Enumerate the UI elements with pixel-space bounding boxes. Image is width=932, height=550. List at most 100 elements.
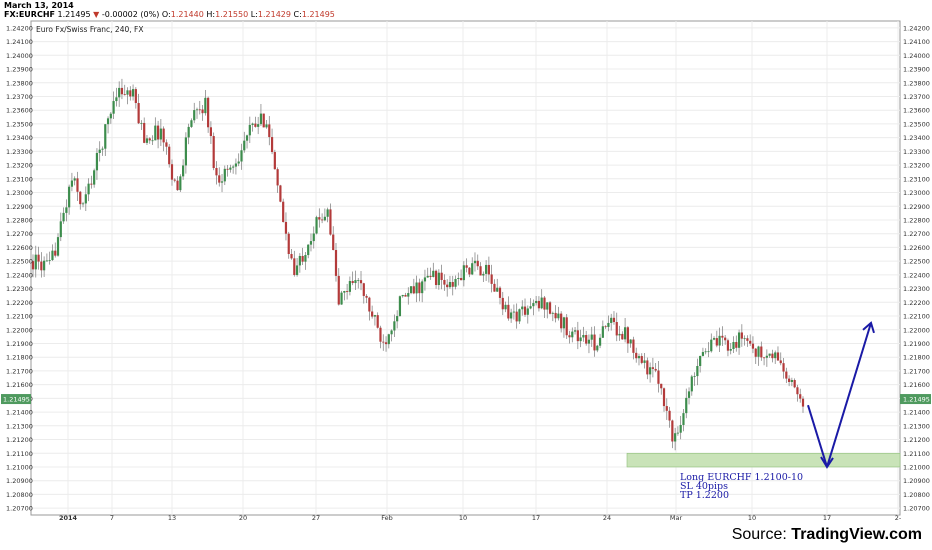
candle-body [762, 357, 766, 359]
candle-body [320, 219, 324, 221]
candle-body [557, 313, 560, 319]
price-tag-right [900, 394, 931, 405]
y-tick-label-right: 1.24200 [903, 24, 930, 32]
candle-body [34, 254, 37, 270]
candle-body [515, 311, 518, 322]
candle-body [696, 365, 699, 377]
candle-body [332, 234, 335, 251]
candle-body [548, 302, 552, 314]
candle-body [40, 261, 43, 271]
candle-body [101, 148, 104, 150]
candle-body [104, 124, 107, 149]
candle-body [746, 338, 749, 341]
candle-body [207, 97, 210, 128]
source-label: Source: [731, 526, 787, 543]
candle-body [168, 146, 171, 165]
candle-body [382, 341, 385, 343]
y-tick-label-left: 1.23800 [6, 79, 33, 87]
candle-body [701, 352, 705, 356]
candle-body [737, 332, 741, 348]
candle-body [251, 123, 254, 125]
y-tick-label-right: 1.20800 [903, 491, 930, 499]
candle-body [793, 380, 796, 388]
arrowhead-up-icon [862, 321, 875, 334]
low-label: L: [250, 10, 258, 19]
down-arrow-icon: ▼ [93, 10, 100, 19]
y-tick-label-right: 1.23200 [903, 162, 930, 170]
candle-body [651, 367, 654, 369]
candle-body [126, 90, 129, 95]
candle-body [432, 270, 435, 277]
candle-body [590, 334, 593, 340]
candle-body [426, 275, 429, 278]
y-tick-label-right: 1.23700 [903, 93, 930, 101]
candle-body [348, 281, 351, 292]
y-tick-label-right: 1.22900 [903, 203, 930, 211]
candle-body [501, 297, 504, 310]
candle-body [393, 321, 396, 331]
candle-body [690, 376, 693, 392]
candle-body [98, 149, 101, 153]
candle-body [190, 120, 193, 127]
candle-body [284, 221, 288, 234]
candle-body [237, 161, 240, 164]
down-arrow-line [807, 404, 828, 468]
y-tick-label-left: 1.21000 [6, 463, 33, 471]
y-tick-label-left: 1.22000 [6, 326, 33, 334]
candle-body [354, 280, 357, 284]
candle-body [76, 178, 79, 192]
x-tick-label: 17 [823, 514, 831, 522]
y-tick-label-left: 1.22800 [6, 216, 33, 224]
candle-body [682, 413, 685, 425]
candle-body [593, 334, 596, 351]
x-tick-label: 2- [895, 514, 902, 522]
y-tick-label-left: 1.23100 [6, 175, 33, 183]
up-arrow-line [826, 322, 872, 468]
arrowhead-down-icon [820, 456, 834, 469]
candle-body [443, 279, 446, 285]
candle-body [740, 332, 743, 339]
candle-body [123, 94, 126, 96]
candle-body [635, 352, 638, 359]
candle-body [446, 284, 449, 288]
candle-body [757, 346, 760, 357]
candle-body [48, 260, 51, 261]
candle-body [412, 286, 415, 294]
candle-body [679, 424, 682, 433]
y-tick-label-left: 1.21300 [6, 422, 33, 430]
candle-body [62, 212, 65, 222]
price-tag-left-label: 1.21495 [3, 396, 30, 404]
candle-body [173, 179, 176, 181]
candle-body [120, 87, 124, 95]
candle-body [418, 282, 421, 294]
candle-body [423, 277, 427, 282]
open-label: O: [161, 10, 171, 19]
candle-body [351, 281, 354, 284]
annotation-line-3: TP 1.2200 [680, 490, 729, 501]
candle-body [56, 237, 60, 256]
candle-body [612, 317, 616, 323]
y-tick-label-right: 1.22000 [903, 326, 930, 334]
x-tick-label: 10 [748, 514, 756, 522]
candle-body [176, 180, 179, 191]
candle-body [371, 311, 374, 317]
candle-body [165, 142, 168, 147]
candle-body [257, 124, 260, 127]
x-tick-label: 7 [110, 514, 114, 522]
annotation-line-1: Long EURCHF 1.2100-10 [680, 472, 803, 483]
grid-layer [31, 21, 900, 515]
candle-body [649, 367, 652, 375]
candle-body [318, 217, 321, 220]
candle-body [707, 351, 710, 353]
candle-body [479, 266, 482, 276]
candle-body [640, 356, 643, 363]
candle-body [151, 140, 154, 142]
candle-body [779, 360, 782, 364]
candle-layer [31, 78, 805, 451]
candle-body [482, 273, 485, 276]
candle-body [248, 124, 251, 136]
candle-body [685, 397, 688, 414]
candle-body [270, 137, 274, 153]
candle-body [587, 339, 591, 344]
